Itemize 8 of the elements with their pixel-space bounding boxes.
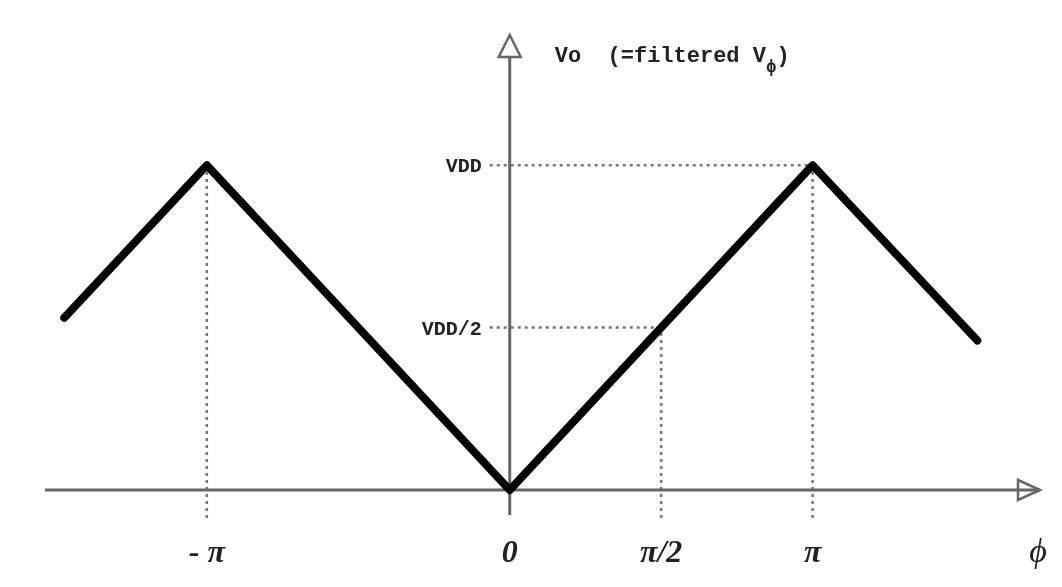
x-axis-title: ϕ: [1029, 532, 1047, 569]
ref-line-label: VDD/2: [421, 317, 482, 341]
x-tick-label: π: [803, 533, 823, 569]
y-axis-title: Vo (=filtered V$_{ϕ}$): [554, 44, 790, 77]
x-tick-label: 0: [501, 533, 518, 569]
ref-line-label: VDD: [445, 155, 482, 179]
x-tick-label: π/2: [639, 533, 683, 569]
x-tick-label: - π: [188, 533, 227, 569]
